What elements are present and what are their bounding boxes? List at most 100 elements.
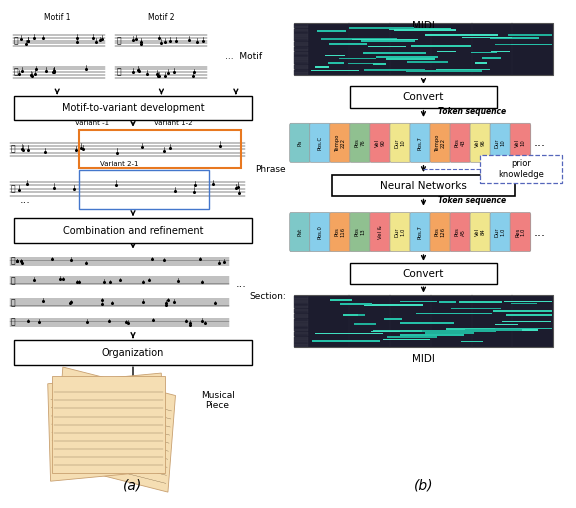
FancyBboxPatch shape xyxy=(464,329,535,330)
Text: ...: ... xyxy=(236,279,247,290)
FancyBboxPatch shape xyxy=(294,296,308,298)
Text: Convert: Convert xyxy=(403,269,444,278)
Text: 𝄞: 𝄞 xyxy=(10,184,15,193)
FancyBboxPatch shape xyxy=(425,332,475,334)
FancyBboxPatch shape xyxy=(311,214,329,249)
FancyBboxPatch shape xyxy=(317,30,347,31)
FancyBboxPatch shape xyxy=(389,28,452,29)
FancyBboxPatch shape xyxy=(294,313,308,316)
FancyBboxPatch shape xyxy=(294,59,308,62)
FancyBboxPatch shape xyxy=(470,123,491,163)
FancyBboxPatch shape xyxy=(328,62,343,64)
FancyBboxPatch shape xyxy=(314,66,329,68)
FancyBboxPatch shape xyxy=(364,69,425,71)
Text: ...: ... xyxy=(534,226,546,239)
FancyBboxPatch shape xyxy=(294,42,308,44)
Text: Pos
76: Pos 76 xyxy=(355,138,366,147)
FancyBboxPatch shape xyxy=(351,214,369,249)
FancyBboxPatch shape xyxy=(294,44,308,46)
FancyBboxPatch shape xyxy=(311,125,329,161)
Text: Pos
43: Pos 43 xyxy=(455,138,466,147)
FancyBboxPatch shape xyxy=(330,212,350,251)
FancyBboxPatch shape xyxy=(462,37,512,38)
FancyBboxPatch shape xyxy=(400,334,464,336)
FancyBboxPatch shape xyxy=(373,64,386,65)
FancyBboxPatch shape xyxy=(431,214,449,249)
Text: Convert: Convert xyxy=(403,92,444,102)
FancyBboxPatch shape xyxy=(365,304,423,306)
FancyBboxPatch shape xyxy=(329,43,367,45)
FancyBboxPatch shape xyxy=(294,332,308,334)
FancyBboxPatch shape xyxy=(294,37,308,39)
FancyBboxPatch shape xyxy=(394,29,456,30)
FancyBboxPatch shape xyxy=(314,333,383,334)
FancyBboxPatch shape xyxy=(294,62,308,65)
FancyBboxPatch shape xyxy=(294,322,308,324)
FancyBboxPatch shape xyxy=(452,308,501,309)
Text: Musical
Piece: Musical Piece xyxy=(200,391,234,410)
FancyBboxPatch shape xyxy=(470,212,491,251)
FancyBboxPatch shape xyxy=(348,62,381,64)
FancyBboxPatch shape xyxy=(373,330,433,332)
FancyBboxPatch shape xyxy=(508,35,552,36)
Text: Vel &: Vel & xyxy=(378,225,382,239)
FancyBboxPatch shape xyxy=(490,123,511,163)
FancyBboxPatch shape xyxy=(14,340,252,365)
FancyBboxPatch shape xyxy=(422,331,495,332)
Text: 𝄞: 𝄞 xyxy=(10,257,15,266)
FancyBboxPatch shape xyxy=(294,67,308,70)
FancyBboxPatch shape xyxy=(294,344,308,346)
FancyBboxPatch shape xyxy=(437,51,456,52)
FancyBboxPatch shape xyxy=(471,125,490,161)
FancyBboxPatch shape xyxy=(410,212,430,251)
FancyBboxPatch shape xyxy=(331,214,349,249)
Text: MIDI: MIDI xyxy=(412,354,435,364)
Text: prior
knowledge: prior knowledge xyxy=(498,160,544,179)
FancyBboxPatch shape xyxy=(370,123,391,163)
FancyBboxPatch shape xyxy=(294,303,308,306)
FancyBboxPatch shape xyxy=(504,301,552,302)
FancyBboxPatch shape xyxy=(350,212,370,251)
FancyBboxPatch shape xyxy=(294,327,308,329)
Text: Pos.C: Pos.C xyxy=(317,136,323,150)
FancyBboxPatch shape xyxy=(294,329,308,331)
FancyBboxPatch shape xyxy=(495,44,552,45)
Text: 𝄞: 𝄞 xyxy=(10,145,15,154)
FancyBboxPatch shape xyxy=(346,314,365,315)
Text: Tempo
222: Tempo 222 xyxy=(435,134,446,151)
FancyBboxPatch shape xyxy=(294,31,308,34)
Text: Variant -1: Variant -1 xyxy=(75,120,109,126)
FancyBboxPatch shape xyxy=(430,212,450,251)
Text: Dur
1.0: Dur 1.0 xyxy=(395,227,406,237)
FancyBboxPatch shape xyxy=(325,55,345,56)
FancyBboxPatch shape xyxy=(294,339,308,341)
FancyBboxPatch shape xyxy=(511,303,537,304)
FancyBboxPatch shape xyxy=(391,214,410,249)
FancyBboxPatch shape xyxy=(370,212,391,251)
Text: 𝄞: 𝄞 xyxy=(116,68,121,77)
FancyBboxPatch shape xyxy=(431,125,449,161)
Text: Vel
96: Vel 96 xyxy=(475,139,486,147)
FancyBboxPatch shape xyxy=(294,65,308,67)
FancyBboxPatch shape xyxy=(330,299,353,301)
FancyBboxPatch shape xyxy=(294,54,308,56)
FancyBboxPatch shape xyxy=(294,308,308,311)
Text: Vel
90: Vel 90 xyxy=(375,139,385,147)
FancyBboxPatch shape xyxy=(371,331,400,332)
FancyBboxPatch shape xyxy=(48,373,164,481)
Text: ...: ... xyxy=(534,136,546,149)
FancyBboxPatch shape xyxy=(400,301,437,302)
Text: 𝄞: 𝄞 xyxy=(116,36,121,45)
FancyBboxPatch shape xyxy=(387,336,437,338)
FancyBboxPatch shape xyxy=(347,341,379,342)
FancyBboxPatch shape xyxy=(510,212,530,251)
FancyBboxPatch shape xyxy=(411,125,429,161)
FancyBboxPatch shape xyxy=(331,125,349,161)
FancyBboxPatch shape xyxy=(384,318,403,320)
FancyBboxPatch shape xyxy=(502,321,551,323)
FancyBboxPatch shape xyxy=(14,96,252,120)
Text: Res
1.0: Res 1.0 xyxy=(515,228,526,237)
FancyBboxPatch shape xyxy=(294,34,308,36)
FancyBboxPatch shape xyxy=(291,125,309,161)
FancyBboxPatch shape xyxy=(383,339,430,340)
